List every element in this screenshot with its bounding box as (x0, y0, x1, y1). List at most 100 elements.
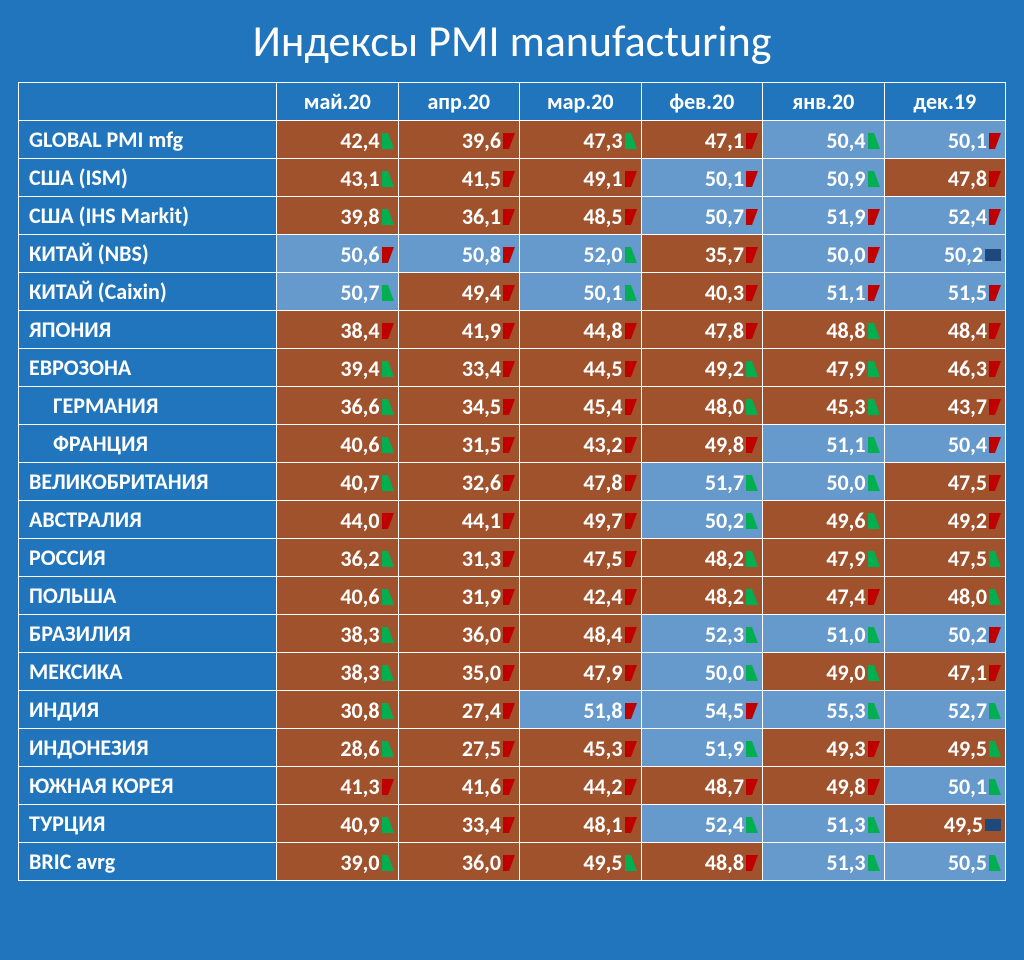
arrow-up-icon (868, 817, 880, 833)
arrow-up-icon (746, 741, 758, 757)
value-text: 48,4 (583, 621, 622, 648)
value-cell: 50,2 (884, 235, 1006, 273)
table-row: США (ISM)43,141,549,150,150,947,8 (19, 159, 1006, 197)
arrow-up-icon (868, 171, 880, 187)
arrow-up-icon (746, 665, 758, 681)
value-text: 41,9 (462, 317, 501, 344)
value-text: 51,7 (705, 469, 744, 496)
arrow-down-icon (746, 437, 758, 453)
value-text: 49,2 (705, 355, 744, 382)
value-text: 49,8 (705, 431, 744, 458)
value-text: 48,0 (948, 583, 987, 610)
table-row: РОССИЯ36,231,347,548,247,947,5 (19, 539, 1006, 577)
value-text: 33,4 (462, 811, 501, 838)
value-text: 51,3 (826, 811, 865, 838)
value-cell: 50,1 (520, 273, 642, 311)
value-cell: 48,5 (520, 197, 642, 235)
arrow-up-icon (382, 133, 394, 149)
value-cell: 36,6 (277, 387, 399, 425)
row-label: ВЕЛИКОБРИТАНИЯ (19, 463, 277, 501)
table-row: АВСТРАЛИЯ44,044,149,750,249,649,2 (19, 501, 1006, 539)
value-cell: 31,3 (398, 539, 520, 577)
value-text: 32,6 (462, 469, 501, 496)
value-cell: 33,4 (398, 349, 520, 387)
arrow-up-icon (625, 247, 637, 263)
arrow-up-icon (625, 133, 637, 149)
value-text: 45,3 (826, 393, 865, 420)
value-cell: 41,3 (277, 767, 399, 805)
arrow-down-icon (989, 665, 1001, 681)
value-text: 48,2 (705, 583, 744, 610)
value-text: 38,4 (340, 317, 379, 344)
arrow-down-icon (746, 323, 758, 339)
arrow-up-icon (382, 209, 394, 225)
value-cell: 50,2 (641, 501, 763, 539)
value-text: 50,7 (705, 203, 744, 230)
arrow-down-icon (625, 361, 637, 377)
value-cell: 41,9 (398, 311, 520, 349)
value-text: 48,8 (705, 849, 744, 876)
table-row: МЕКСИКА38,335,047,950,049,047,1 (19, 653, 1006, 691)
value-cell: 51,9 (763, 197, 885, 235)
value-cell: 52,3 (641, 615, 763, 653)
arrow-up-icon (382, 551, 394, 567)
value-text: 49,6 (826, 507, 865, 534)
value-cell: 50,1 (641, 159, 763, 197)
arrow-down-icon (625, 513, 637, 529)
value-text: 39,6 (462, 127, 501, 154)
arrow-down-icon (625, 779, 637, 795)
value-cell: 55,3 (763, 691, 885, 729)
value-cell: 48,2 (641, 539, 763, 577)
value-cell: 36,2 (277, 539, 399, 577)
row-label: АВСТРАЛИЯ (19, 501, 277, 539)
arrow-down-icon (989, 399, 1001, 415)
value-cell: 51,3 (763, 805, 885, 843)
table-row: BRIC avrg39,036,049,548,851,350,5 (19, 843, 1006, 881)
arrow-down-icon (868, 285, 880, 301)
arrow-down-icon (503, 323, 515, 339)
arrow-up-icon (868, 627, 880, 643)
value-text: 49,1 (583, 165, 622, 192)
value-text: 31,5 (462, 431, 501, 458)
value-text: 51,9 (705, 735, 744, 762)
value-text: 47,9 (583, 659, 622, 686)
arrow-up-icon (382, 171, 394, 187)
value-text: 28,6 (340, 735, 379, 762)
value-cell: 48,8 (641, 843, 763, 881)
arrow-down-icon (503, 475, 515, 491)
value-cell: 49,5 (884, 805, 1006, 843)
value-text: 33,4 (462, 355, 501, 382)
value-text: 48,5 (583, 203, 622, 230)
arrow-up-icon (868, 665, 880, 681)
value-text: 51,0 (826, 621, 865, 648)
value-text: 50,4 (826, 127, 865, 154)
value-text: 51,3 (826, 849, 865, 876)
arrow-up-icon (868, 551, 880, 567)
row-label: ФРАНЦИЯ (19, 425, 277, 463)
value-cell: 30,8 (277, 691, 399, 729)
value-text: 43,1 (340, 165, 379, 192)
value-cell: 35,0 (398, 653, 520, 691)
value-text: 51,1 (826, 279, 865, 306)
value-cell: 47,8 (641, 311, 763, 349)
value-text: 49,2 (948, 507, 987, 534)
arrow-up-icon (746, 361, 758, 377)
value-text: 31,3 (462, 545, 501, 572)
value-text: 52,4 (705, 811, 744, 838)
value-cell: 50,7 (641, 197, 763, 235)
value-text: 50,1 (948, 127, 987, 154)
arrow-down-icon (989, 361, 1001, 377)
arrow-down-icon (625, 589, 637, 605)
value-text: 47,5 (948, 469, 987, 496)
arrow-down-icon (868, 209, 880, 225)
value-text: 45,4 (583, 393, 622, 420)
arrow-down-icon (868, 247, 880, 263)
value-cell: 49,4 (398, 273, 520, 311)
value-text: 49,5 (948, 735, 987, 762)
arrow-up-icon (382, 475, 394, 491)
arrow-down-icon (503, 589, 515, 605)
table-row: ПОЛЬША40,631,942,448,247,448,0 (19, 577, 1006, 615)
value-cell: 41,6 (398, 767, 520, 805)
value-text: 43,7 (948, 393, 987, 420)
value-text: 50,2 (705, 507, 744, 534)
